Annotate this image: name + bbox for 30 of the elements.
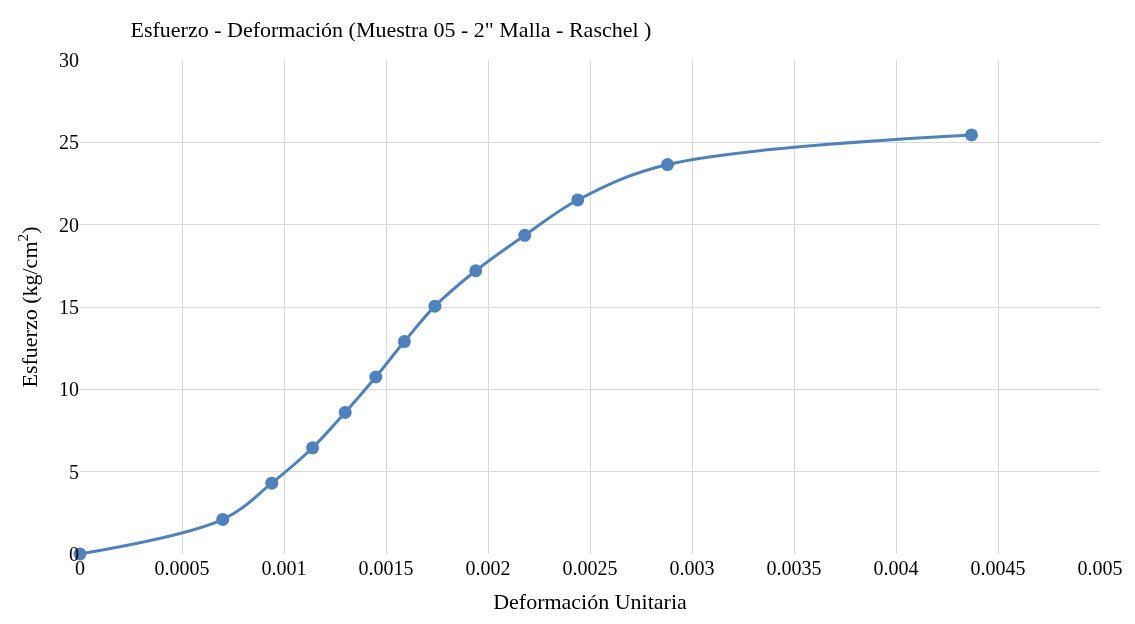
point	[338, 405, 352, 419]
y-tick-label: 10	[59, 378, 79, 401]
point	[428, 299, 442, 313]
point	[661, 158, 675, 172]
y-tick-label: 5	[69, 460, 79, 483]
point	[397, 335, 411, 349]
x-tick-label: 0.0045	[970, 557, 1026, 579]
point	[964, 128, 978, 142]
x-axis-title: Deformación Unitaria	[493, 588, 688, 614]
point	[306, 441, 320, 455]
y-tick-label: 25	[59, 131, 79, 154]
point	[369, 370, 383, 384]
x-tick-label: 0.002	[465, 557, 511, 579]
point	[571, 193, 585, 207]
chart-title: Esfuerzo - Deformación (Muestra 05 - 2" Malla - Raschel )	[130, 17, 652, 43]
x-tick-label: 0.0025	[562, 557, 618, 579]
x-tick-label: 0.004	[873, 557, 919, 579]
x-tick-label: 0.0035	[766, 557, 822, 579]
y-tick-label: 30	[59, 49, 79, 71]
point	[469, 264, 483, 278]
x-tick-label: 0.001	[261, 557, 307, 579]
x-tick-label: 0.0005	[154, 557, 210, 579]
y-tick-label: 20	[59, 213, 79, 236]
point	[518, 228, 532, 242]
x-tick-label: 0.005	[1077, 557, 1123, 579]
x-tick-label: 0.0015	[358, 557, 414, 579]
y-tick-label: 15	[59, 296, 79, 318]
point	[216, 512, 230, 526]
point	[265, 476, 279, 490]
x-tick-label: 0.003	[669, 557, 715, 579]
